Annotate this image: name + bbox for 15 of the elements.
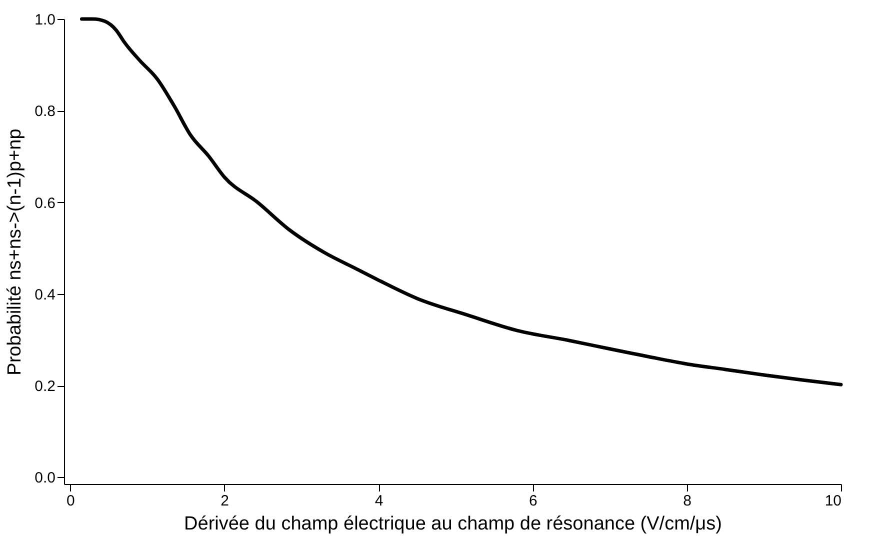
y-tick-label: 1.0 <box>34 12 56 28</box>
y-tick-label: 0.0 <box>34 470 56 487</box>
x-tick-label: 8 <box>683 492 692 510</box>
x-tick-label: 0 <box>66 492 75 510</box>
y-tick-label: 0.6 <box>34 194 56 212</box>
x-tick-label: 6 <box>528 492 538 510</box>
y-tick-label: 0.2 <box>34 378 56 395</box>
y-tick-label: 0.8 <box>34 103 56 120</box>
x-tick-label: 10 <box>824 492 842 510</box>
x-tick-label: 2 <box>220 492 230 510</box>
y-tick-label: 0.4 <box>34 286 56 304</box>
line-series <box>80 17 843 386</box>
x-axis-title: Dérivée du champ électrique au champ de résonance (V/cm/μs) <box>184 514 722 534</box>
x-tick-label: 4 <box>374 492 384 510</box>
y-axis-title: Probabilité ns+ns->(n-1)p+np <box>4 128 26 376</box>
